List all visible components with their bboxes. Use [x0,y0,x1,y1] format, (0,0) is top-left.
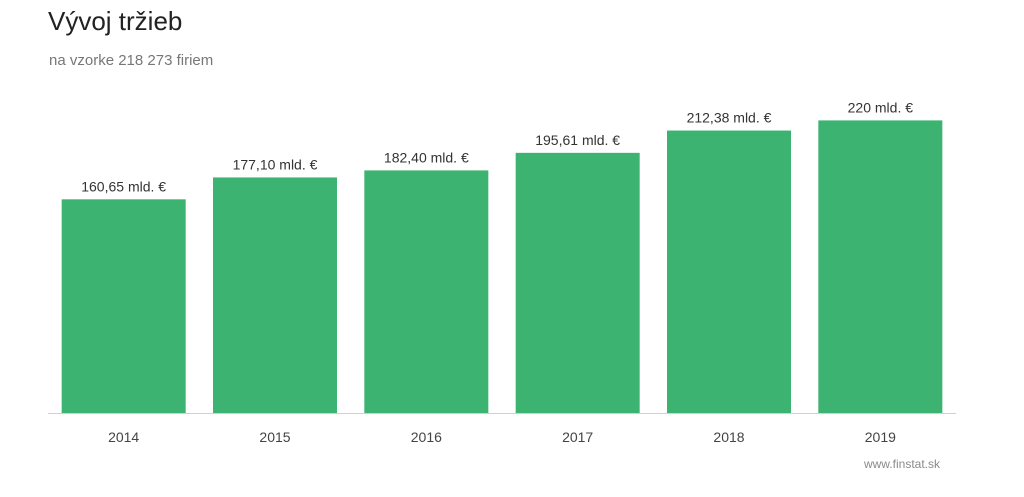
bar-2016 [364,170,489,413]
bar-labels-group: 160,65 mld. € 177,10 mld. € 182,40 mld. € 1… [81,99,913,194]
bar-2019 [818,120,943,414]
chart-title: Vývoj tržieb [48,6,183,36]
bar-value-label-2016: 182,40 mld. € [384,149,469,165]
bar-value-label-2014: 160,65 mld. € [81,178,166,194]
source-watermark[interactable]: www.finstat.sk [863,457,940,471]
bar-value-label-2019: 220 mld. € [848,99,914,115]
x-tick-label-2016: 2016 [411,429,442,445]
bar-2017 [515,152,640,414]
bar-2014 [61,199,186,413]
x-tick-label-2017: 2017 [562,429,593,445]
x-tick-label-2018: 2018 [713,429,744,445]
bar-value-label-2015: 177,10 mld. € [233,156,318,172]
bars-group [61,120,943,414]
bar-value-label-2017: 195,61 mld. € [535,132,620,148]
bar-2018 [667,130,791,413]
x-tick-label-2014: 2014 [108,429,139,445]
x-tick-label-2019: 2019 [865,429,896,445]
bar-value-label-2018: 212,38 mld. € [687,110,772,126]
bar-2015 [213,177,337,413]
chart-subtitle: na vzorke 218 273 firiem [49,52,214,69]
x-tick-label-2015: 2015 [259,429,290,445]
x-tick-labels-group: 2014 2015 2016 2017 2018 2019 [108,429,896,445]
